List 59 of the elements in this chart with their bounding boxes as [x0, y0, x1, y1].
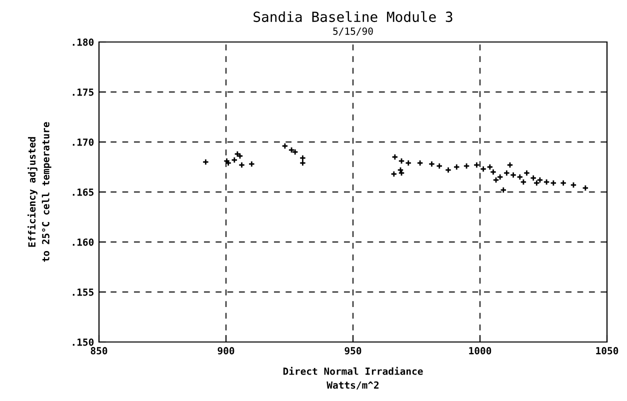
- y-axis-title: Efficiency adjusted to 25°C cell temperature: [28, 122, 52, 262]
- point: [533, 180, 540, 186]
- y-tick-label: .180: [72, 38, 94, 46]
- point: [436, 162, 443, 170]
- point: [543, 178, 550, 186]
- y-tick-label: .175: [72, 88, 94, 96]
- point: [234, 150, 241, 158]
- y-tick-label: .150: [72, 338, 94, 346]
- point: [506, 162, 514, 168]
- point: [570, 182, 577, 188]
- point: [463, 162, 470, 170]
- point: [397, 166, 404, 174]
- point: [500, 186, 507, 194]
- point: [299, 160, 306, 166]
- x-tick-label: 950: [344, 347, 362, 354]
- chart-subtitle: 5/15/90: [333, 27, 373, 36]
- point: [428, 160, 436, 168]
- x-tick-label: 1050: [596, 347, 618, 354]
- point: [282, 142, 288, 150]
- y-tick-label: .155: [72, 288, 94, 296]
- point: [398, 170, 405, 176]
- point: [299, 154, 306, 162]
- x-tick-label: 900: [218, 347, 234, 354]
- point: [496, 174, 504, 180]
- point: [398, 158, 405, 164]
- point: [453, 164, 460, 170]
- point: [223, 158, 230, 164]
- point: [490, 168, 496, 176]
- x-tick-label: 850: [90, 347, 108, 354]
- y-tick-label: .165: [72, 188, 94, 196]
- point: [550, 180, 557, 186]
- point: [510, 172, 517, 178]
- point: [392, 154, 398, 160]
- point: [444, 166, 452, 174]
- point: [292, 148, 298, 156]
- point: [202, 158, 209, 166]
- point: [560, 180, 567, 186]
- point: [530, 174, 537, 182]
- x-axis-title: Direct Normal Irradiance Watts/m^2: [283, 366, 423, 390]
- point: [523, 170, 530, 176]
- chart-title: Sandia Baseline Module 3: [254, 11, 452, 22]
- point: [416, 160, 424, 166]
- y-tick-label: .170: [72, 138, 94, 146]
- point: [503, 170, 510, 176]
- point: [238, 162, 246, 168]
- point: [288, 146, 295, 154]
- point: [405, 160, 412, 166]
- y-tick-label: .160: [72, 238, 94, 246]
- x-tick-label: 1000: [469, 347, 492, 354]
- point: [536, 176, 544, 184]
- point: [520, 178, 527, 186]
- point: [473, 162, 480, 168]
- point: [390, 170, 398, 178]
- point: [516, 174, 524, 180]
- point: [480, 166, 487, 172]
- point: [582, 184, 589, 192]
- point: [248, 160, 255, 168]
- point: [492, 176, 500, 184]
- point: [486, 164, 494, 170]
